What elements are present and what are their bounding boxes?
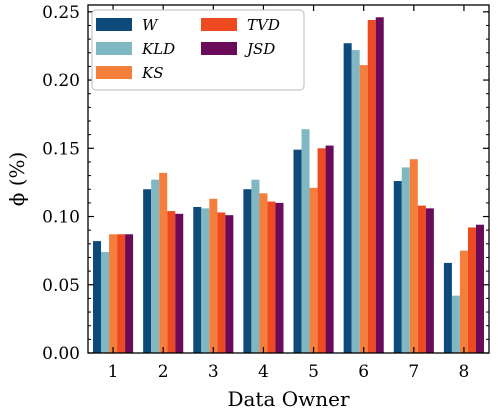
bar-ks-owner-7: [409, 159, 418, 353]
bar-w-owner-5: [293, 149, 302, 353]
y-tick-label: 0.05: [42, 276, 80, 296]
x-tick-label: 7: [408, 362, 419, 382]
x-tick-label: 6: [358, 362, 369, 382]
y-tick-label: 0.15: [42, 139, 80, 159]
plot-area: [93, 17, 484, 354]
bar-tvd-owner-2: [167, 211, 176, 353]
legend-swatch-kld: [96, 42, 132, 55]
bar-jsd-owner-4: [275, 202, 284, 353]
legend-swatch-ks: [96, 66, 132, 79]
y-axis-title: ϕ (%): [5, 152, 29, 207]
bar-ks-owner-4: [259, 193, 268, 353]
bar-tvd-owner-4: [267, 201, 276, 353]
legend-box: [91, 9, 305, 91]
bar-ks-owner-6: [359, 65, 368, 354]
bar-kld-owner-2: [151, 179, 160, 353]
bar-tvd-owner-3: [217, 212, 226, 353]
legend: W KLD KS TVD JSD: [91, 9, 305, 91]
bar-kld-owner-6: [351, 50, 360, 353]
bar-w-owner-4: [243, 189, 252, 353]
bar-w-owner-3: [193, 206, 202, 353]
bar-w-owner-1: [93, 241, 102, 353]
bar-jsd-owner-7: [425, 208, 434, 353]
bar-kld-owner-3: [201, 208, 210, 353]
bar-kld-owner-7: [401, 167, 410, 353]
bar-tvd-owner-8: [467, 227, 476, 353]
bar-ks-owner-1: [109, 234, 118, 353]
bar-w-owner-6: [343, 43, 352, 354]
legend-label-tvd: TVD: [247, 16, 280, 34]
x-axis-title: Data Owner: [227, 387, 350, 411]
bar-jsd-owner-1: [125, 234, 134, 353]
y-tick-label: 0.10: [42, 208, 80, 228]
bar-w-owner-2: [143, 189, 152, 353]
x-tick-label: 4: [258, 362, 269, 382]
bar-ks-owner-2: [159, 172, 168, 353]
bar-tvd-owner-7: [417, 205, 426, 353]
bar-jsd-owner-8: [475, 224, 484, 353]
bar-tvd-owner-6: [367, 20, 376, 353]
legend-swatch-jsd: [201, 42, 237, 55]
axes: 0.00 0.05 0.10 0.15 0.20 0.25 1 2 3 4 5 6 7 8: [42, 3, 490, 382]
bar-jsd-owner-6: [375, 17, 384, 354]
legend-swatch-tvd: [201, 18, 237, 31]
bar-kld-owner-4: [251, 179, 260, 353]
bar-ks-owner-3: [209, 198, 218, 353]
y-tick-label: 0.00: [42, 344, 80, 364]
bar-jsd-owner-3: [225, 215, 234, 353]
bar-ks-owner-5: [309, 187, 318, 353]
bar-kld-owner-1: [101, 252, 110, 353]
bar-tvd-owner-1: [117, 234, 126, 353]
y-tick-label: 0.20: [42, 71, 80, 91]
plot-frame: [87, 4, 490, 354]
bar-ks-owner-8: [459, 250, 468, 353]
legend-label-jsd: JSD: [244, 40, 275, 58]
legend-label-ks: KS: [141, 64, 163, 82]
bar-jsd-owner-5: [325, 145, 334, 353]
legend-label-w: W: [142, 16, 159, 34]
x-tick-label: 1: [108, 362, 119, 382]
bar-kld-owner-8: [451, 295, 460, 353]
bar-kld-owner-5: [301, 129, 310, 353]
bar-tvd-owner-5: [317, 148, 326, 353]
bar-w-owner-7: [393, 181, 402, 353]
legend-swatch-w: [96, 18, 132, 31]
x-tick-label: 2: [158, 362, 169, 382]
bar-w-owner-8: [443, 262, 452, 353]
y-tick-label: 0.25: [42, 3, 80, 23]
bar-jsd-owner-2: [175, 213, 184, 353]
x-tick-label: 3: [208, 362, 219, 382]
x-tick-label: 8: [459, 362, 470, 382]
legend-label-kld: KLD: [141, 40, 175, 58]
x-tick-label: 5: [308, 362, 319, 382]
